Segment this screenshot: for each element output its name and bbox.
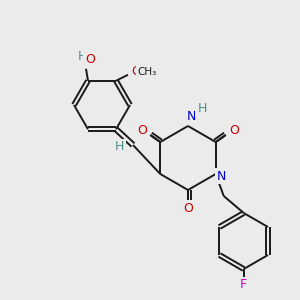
Text: O: O <box>183 202 193 214</box>
Text: N: N <box>186 110 196 122</box>
Text: O: O <box>131 65 141 78</box>
Text: CH₃: CH₃ <box>137 67 157 77</box>
Text: O: O <box>137 124 147 136</box>
Text: O: O <box>229 124 239 136</box>
Text: H: H <box>197 101 207 115</box>
Text: H: H <box>114 140 124 154</box>
Text: N: N <box>217 169 226 182</box>
Text: H: H <box>77 50 87 63</box>
Text: F: F <box>240 278 247 292</box>
Text: O: O <box>85 53 95 66</box>
